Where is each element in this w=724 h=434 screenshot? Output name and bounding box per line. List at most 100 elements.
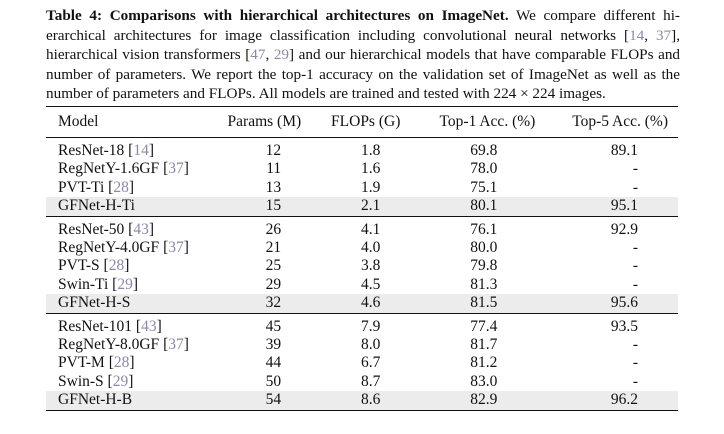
model-name: RegNetY-4.0GF (58, 239, 160, 257)
cell-top5: 89.1 (610, 142, 638, 159)
citation-link[interactable]: 14 (629, 26, 645, 44)
cell-top1: 83.0 (470, 372, 498, 390)
caption-separator: , (265, 46, 274, 64)
table-row: ResNet-50 [43] 26 4.1 76.1 92.9 (46, 216, 678, 239)
cell-flops: 1.6 (360, 160, 381, 178)
table-row: RegNetY-1.6GF [37] 11 1.6 78.0 - (46, 160, 678, 178)
cell-top1: 81.2 (470, 354, 498, 372)
citation-link[interactable]: 37 (168, 239, 184, 257)
cell-top5: - (632, 372, 638, 390)
table-row: RegNetY-8.0GF [37] 39 8.0 81.7 - (46, 336, 678, 354)
cell-top1: 82.9 (408, 391, 546, 411)
cell-flops: 1.8 (360, 142, 381, 159)
column-header-flops: FLOPs (G) (309, 106, 409, 138)
cell-model: Swin-S [29] (58, 372, 134, 390)
caption-title: Comparisons with hierarchical architectu… (109, 7, 509, 24)
citation-link[interactable]: 14 (133, 142, 149, 159)
cell-top1: 80.1 (408, 197, 546, 217)
cell-top1: 78.0 (470, 160, 498, 178)
caption-separator: , (644, 26, 656, 44)
citation-link[interactable]: 43 (141, 317, 157, 335)
cell-top5: 93.5 (610, 317, 638, 335)
model-name: ResNet-18 (58, 142, 125, 159)
cell-params: 32 (197, 294, 310, 314)
cell-top5: - (632, 178, 638, 196)
cell-top1: 77.4 (470, 317, 498, 335)
table-row: PVT-Ti [28] 13 1.9 75.1 - (46, 179, 678, 197)
cell-flops: 8.0 (360, 336, 381, 354)
citation-link[interactable]: 28 (113, 354, 130, 372)
cell-top5: - (632, 239, 638, 257)
cell-model: GFNet-H-S (46, 294, 198, 314)
cell-model: GFNet-H-B (46, 391, 198, 411)
cell-flops: 4.0 (360, 239, 381, 257)
citation-link[interactable]: 28 (113, 178, 129, 196)
table-group: ResNet-101 [43] 45 7.9 77.4 93.5 RegNetY-8.0G… (46, 313, 678, 411)
cell-params: 21 (265, 239, 282, 257)
table-row: ResNet-18 [14] 12 1.8 69.8 89.1 (46, 138, 678, 161)
column-header-model: Model (46, 106, 198, 138)
table-row: GFNet-H-B 54 8.6 82.9 96.2 (46, 391, 678, 411)
model-name: GFNet-H-S (58, 294, 131, 312)
citation-link[interactable]: 37 (168, 336, 184, 354)
cell-model: RegNetY-1.6GF [37] (58, 160, 189, 178)
cell-top5: 95.1 (545, 197, 678, 217)
cell-params: 44 (265, 354, 282, 372)
model-name: PVT-S (58, 257, 100, 275)
caption-text-2: ], hierarchical vision transformers [ (46, 26, 680, 64)
cell-flops: 1.9 (360, 178, 381, 196)
model-name: ResNet-50 (58, 220, 125, 238)
cell-params: 11 (266, 160, 282, 178)
citation-link[interactable]: 37 (655, 26, 672, 44)
cell-top1: 81.3 (470, 275, 498, 293)
citation-link[interactable]: 29 (112, 372, 129, 390)
citation-link[interactable]: 47 (250, 46, 266, 64)
citation-link[interactable]: 29 (273, 46, 290, 64)
table-row: GFNet-H-Ti 15 2.1 80.1 95.1 (46, 197, 678, 217)
cell-params: 25 (265, 257, 282, 275)
model-name: PVT-Ti (58, 178, 105, 196)
caption-text-3: ] and our hierarchical models that have … (46, 46, 681, 103)
cell-top1: 69.8 (470, 142, 498, 159)
citation-link[interactable]: 37 (168, 160, 184, 178)
citation-link[interactable]: 28 (108, 257, 125, 275)
cell-top5: - (632, 354, 638, 372)
model-name: RegNetY-8.0GF (58, 336, 160, 354)
table-row: ResNet-101 [43] 45 7.9 77.4 93.5 (46, 313, 678, 336)
cell-top1: 81.7 (470, 336, 498, 354)
cell-top1: 76.1 (470, 220, 498, 238)
cell-params: 26 (265, 220, 282, 238)
cell-flops: 6.7 (360, 354, 381, 372)
cell-params: 50 (265, 372, 282, 390)
cell-flops: 3.8 (360, 257, 381, 275)
cell-flops: 8.6 (309, 391, 409, 411)
cell-top1: 79.8 (470, 257, 498, 275)
table-row: RegNetY-4.0GF [37] 21 4.0 80.0 - (46, 239, 678, 257)
table-row: PVT-M [28] 44 6.7 81.2 - (46, 354, 678, 372)
model-name: ResNet-101 (58, 317, 133, 335)
cell-top5: - (632, 275, 638, 293)
cell-top5: - (632, 336, 638, 354)
cell-model: PVT-M [28] (58, 354, 135, 372)
table-caption: Table 4: Comparisons with hierarchical a… (46, 6, 680, 104)
table-group: ResNet-18 [14] 12 1.8 69.8 89.1 RegNetY-1.6GF… (46, 138, 678, 217)
cell-params: 12 (265, 142, 282, 159)
cell-model: Swin-Ti [29] (58, 275, 138, 293)
cell-top1: 80.0 (470, 239, 498, 257)
cell-model: GFNet-H-Ti (46, 197, 198, 217)
model-name: GFNet-H-Ti (58, 197, 135, 215)
cell-params: 15 (197, 197, 310, 217)
citation-link[interactable]: 29 (117, 275, 133, 293)
cell-model: ResNet-50 [43] (58, 220, 155, 238)
cell-params: 39 (265, 336, 282, 354)
cell-model: PVT-S [28] (58, 257, 130, 275)
citation-link[interactable]: 43 (133, 220, 149, 238)
cell-top5: - (632, 160, 638, 178)
model-name: Swin-S (58, 372, 104, 390)
cell-model: PVT-Ti [28] (58, 178, 134, 196)
cell-flops: 2.1 (309, 197, 409, 217)
cell-flops: 4.5 (360, 275, 381, 293)
model-name: RegNetY-1.6GF (58, 160, 160, 178)
cell-top1: 81.5 (408, 294, 546, 314)
cell-flops: 4.6 (309, 294, 409, 314)
